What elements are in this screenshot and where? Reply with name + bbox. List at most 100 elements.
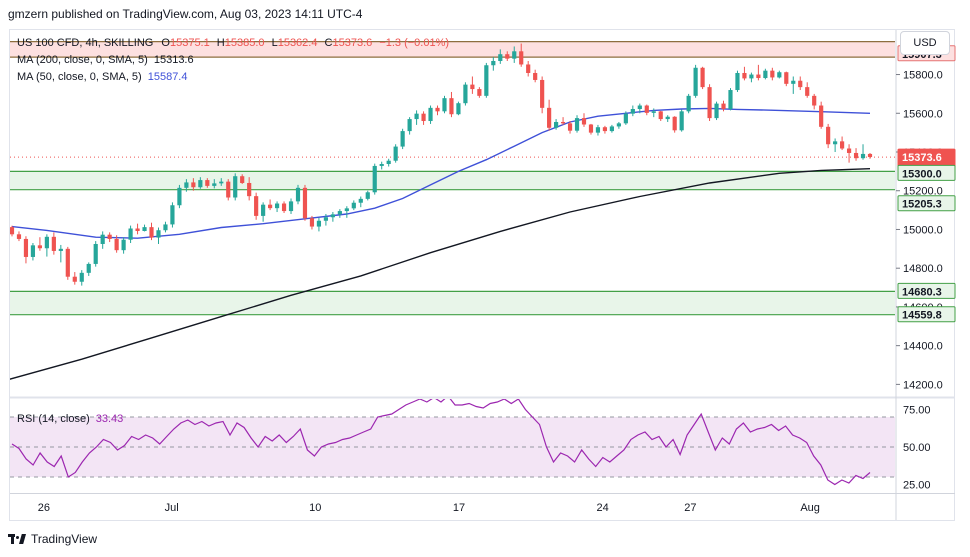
candle: [10, 225, 15, 237]
candle-body: [658, 111, 663, 120]
zone-band: [10, 171, 895, 190]
candle: [16, 231, 22, 242]
candle: [156, 227, 161, 244]
candle-body: [344, 208, 349, 212]
candle-body: [826, 126, 831, 145]
legend-ma200: MA (200, close, 0, SMA, 5) 15313.6: [17, 54, 194, 66]
candle: [261, 202, 266, 222]
candle: [665, 115, 670, 122]
candle: [735, 70, 740, 92]
time-tick-label: 27: [684, 502, 696, 514]
ma50-line: [11, 107, 871, 239]
candle-body: [651, 111, 656, 113]
candle-body: [337, 211, 342, 215]
candle: [554, 119, 559, 130]
candle-body: [288, 201, 294, 212]
candle: [205, 178, 210, 188]
candle-body: [177, 187, 182, 206]
candle: [240, 174, 245, 184]
candle-body: [226, 181, 231, 198]
candle-body: [240, 176, 245, 183]
candle-body: [560, 121, 566, 124]
candle: [226, 179, 231, 201]
candle: [819, 101, 824, 129]
candle: [337, 209, 342, 218]
candle-body: [833, 141, 838, 145]
candle: [449, 91, 454, 118]
ma200-path: [10, 168, 871, 380]
candle: [840, 136, 845, 151]
candle-body: [107, 234, 112, 239]
candle: [302, 184, 308, 221]
price-tag-support-lower: 15205.3: [897, 195, 956, 212]
candle: [37, 237, 42, 251]
candles: [10, 43, 873, 286]
candle: [867, 152, 873, 159]
candle: [170, 202, 175, 228]
candle-body: [79, 272, 84, 282]
candle-body: [428, 107, 433, 122]
candle-body: [372, 165, 377, 193]
candle-body: [274, 203, 280, 209]
zone-band: [10, 41, 895, 58]
time-tick-label: 10: [309, 502, 321, 514]
candle-body: [51, 236, 56, 251]
candle: [484, 62, 489, 98]
candle: [30, 243, 36, 261]
candle: [791, 76, 796, 94]
price-tag-bg: [897, 306, 956, 323]
candle-body: [414, 113, 419, 120]
candle: [519, 43, 524, 67]
price-tag-bg: [897, 195, 956, 212]
price-tick-label: 15200.0: [903, 186, 943, 198]
candle: [491, 57, 496, 71]
candle: [560, 117, 566, 125]
candle-body: [86, 263, 91, 273]
candle-body: [805, 87, 810, 96]
candle-body: [463, 84, 468, 104]
candle-body: [30, 245, 36, 257]
candle: [149, 222, 154, 241]
candle-body: [763, 70, 768, 79]
legend-symbol: US 100 CFD, 4h, SKILLING O15375.1 H15385…: [17, 37, 449, 49]
candle-body: [121, 239, 126, 251]
candle-body: [135, 228, 140, 232]
candle: [463, 82, 468, 106]
candle: [784, 71, 789, 87]
candle: [393, 144, 398, 163]
price-tag-zone-upper: 14680.3: [897, 282, 956, 299]
candle-body: [233, 176, 238, 198]
candle-body: [323, 217, 328, 221]
candle: [540, 76, 545, 114]
zone-band: [10, 291, 895, 315]
candle: [247, 177, 252, 201]
candle: [358, 196, 363, 208]
candle: [756, 64, 761, 81]
candle-body: [679, 111, 684, 131]
chart-frame[interactable]: [9, 29, 955, 521]
candle: [212, 179, 217, 189]
candle-body: [128, 228, 133, 240]
candle: [505, 51, 510, 61]
candle: [428, 105, 433, 124]
candle: [658, 110, 663, 122]
candle-body: [756, 74, 761, 79]
candle-body: [386, 160, 391, 165]
candle: [798, 76, 803, 91]
candle-body: [595, 127, 601, 133]
candle: [79, 270, 84, 286]
candle: [58, 244, 63, 263]
candle-body: [316, 220, 322, 227]
currency-button[interactable]: USD: [900, 31, 950, 55]
candle: [44, 234, 49, 257]
candle-body: [707, 87, 712, 119]
candle: [533, 69, 538, 83]
candle: [567, 121, 573, 134]
candle: [365, 190, 370, 201]
price-tick-label: 15000.0: [903, 224, 943, 236]
candle-body: [379, 164, 384, 166]
candle: [679, 109, 684, 132]
candle-body: [247, 182, 252, 197]
candle: [644, 104, 649, 116]
